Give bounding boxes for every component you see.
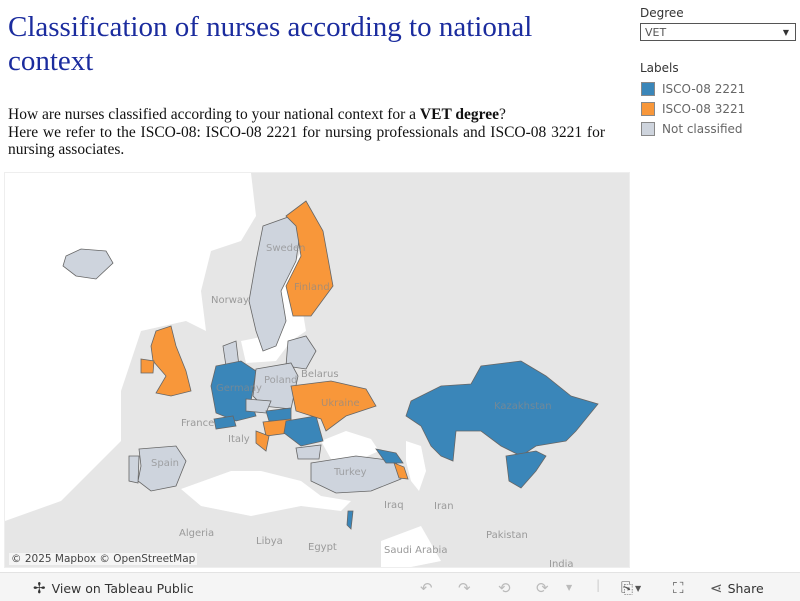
chevron-down-icon: ▼ — [782, 27, 789, 37]
country-iceland[interactable] — [62, 248, 114, 280]
country-croatia[interactable] — [255, 430, 270, 452]
map-label: Egypt — [308, 542, 337, 553]
page-title: Classification of nurses according to na… — [8, 11, 533, 77]
map-label: France — [181, 418, 214, 429]
map-label: Italy — [228, 434, 250, 445]
legend-label: Not classified — [662, 122, 743, 136]
download-icon[interactable]: ⎘ ▼ — [621, 579, 642, 597]
description-text: How are nurses classified according to y… — [8, 106, 420, 123]
description: How are nurses classified according to y… — [8, 106, 605, 159]
share-button[interactable]: ⋖ Share — [710, 579, 764, 597]
map-label: Ukraine — [321, 398, 360, 409]
legend-swatch — [641, 102, 655, 116]
country-turkey[interactable] — [310, 455, 402, 494]
country-kazakhstan[interactable] — [405, 360, 599, 462]
map-label: Saudi Arabia — [384, 545, 447, 556]
country-israel[interactable] — [346, 510, 354, 530]
country-united-kingdom[interactable] — [150, 325, 192, 397]
redo-icon[interactable]: ↷ — [458, 579, 471, 597]
country-ukraine[interactable] — [290, 380, 377, 432]
country-portugal[interactable] — [128, 455, 140, 484]
map-label: Pakistan — [486, 530, 528, 541]
map-labels: Sweden Norway Finland Belarus Poland Ger… — [151, 243, 574, 568]
divider: | — [596, 577, 601, 592]
map-label: Kazakhstan — [494, 401, 552, 412]
toolbar: ✢ View on Tableau Public ↶ ↷ ⟲ ⟳ ▼ | ⎘ ▼ … — [0, 572, 800, 601]
chevron-down-icon[interactable]: ▼ — [566, 583, 573, 592]
country-ireland[interactable] — [140, 358, 155, 374]
description-text: Here we refer to the ISCO-08: ISCO-08 22… — [8, 123, 605, 159]
map-label: Libya — [256, 536, 283, 547]
map-label: Spain — [151, 458, 179, 469]
legend-swatch — [641, 122, 655, 136]
description-degree: VET degree — [419, 106, 499, 123]
map-label: Finland — [294, 282, 330, 293]
map-label: Norway — [211, 295, 249, 306]
country-czechia[interactable] — [245, 398, 272, 414]
revert-icon[interactable]: ⟲ — [498, 579, 511, 597]
map-label: Poland — [264, 375, 297, 386]
description-text: ? — [498, 106, 506, 123]
country-romania[interactable] — [283, 415, 324, 447]
country-switzerland[interactable] — [213, 415, 237, 430]
legend-item[interactable]: ISCO-08 3221 — [640, 99, 796, 119]
legend-title: Labels — [640, 61, 679, 75]
view-on-tableau-label: View on Tableau Public — [51, 580, 194, 596]
share-label: Share — [727, 580, 764, 596]
sidebar: Degree VET ▼ Labels ISCO-08 2221 ISCO-08… — [640, 6, 796, 139]
legend-item[interactable]: Not classified — [640, 119, 796, 139]
map-label: Sweden — [266, 243, 306, 254]
map-label: Turkey — [333, 467, 367, 478]
undo-icon[interactable]: ↶ — [420, 579, 433, 597]
map-label: Belarus — [301, 369, 339, 380]
view-on-tableau-button[interactable]: ✢ View on Tableau Public — [33, 579, 194, 597]
fullscreen-icon[interactable]: ⛶ — [673, 579, 684, 597]
country-georgia[interactable] — [375, 448, 404, 464]
map-label: Algeria — [179, 528, 214, 539]
country-bulgaria[interactable] — [295, 444, 322, 460]
legend-swatch — [641, 82, 655, 96]
degree-dropdown[interactable]: VET ▼ — [640, 23, 796, 41]
map[interactable]: Sweden Norway Finland Belarus Poland Ger… — [4, 172, 630, 568]
share-icon: ⋖ — [710, 579, 723, 597]
map-label: Iran — [434, 501, 454, 512]
tableau-logo-icon: ✢ — [33, 579, 46, 597]
country-armenia[interactable] — [393, 462, 409, 480]
legend-item[interactable]: ISCO-08 2221 — [640, 79, 796, 99]
map-label: Iraq — [384, 500, 404, 511]
country-spain[interactable] — [137, 445, 187, 492]
country-kyrgyzstan-tajikistan[interactable] — [505, 450, 547, 489]
map-canvas[interactable]: Sweden Norway Finland Belarus Poland Ger… — [5, 173, 630, 568]
legend-label: ISCO-08 2221 — [662, 82, 746, 96]
country-germany[interactable] — [210, 360, 257, 422]
degree-dropdown-value: VET — [645, 25, 667, 39]
refresh-icon[interactable]: ⟳ — [536, 579, 549, 597]
country-finland[interactable] — [285, 200, 334, 317]
filter-label: Degree — [640, 6, 684, 20]
country-baltics[interactable] — [285, 335, 317, 370]
map-label: Germany — [216, 383, 262, 394]
legend-label: ISCO-08 3221 — [662, 102, 746, 116]
map-attribution[interactable]: © 2025 Mapbox © OpenStreetMap — [9, 553, 198, 565]
map-label: India — [549, 559, 574, 568]
